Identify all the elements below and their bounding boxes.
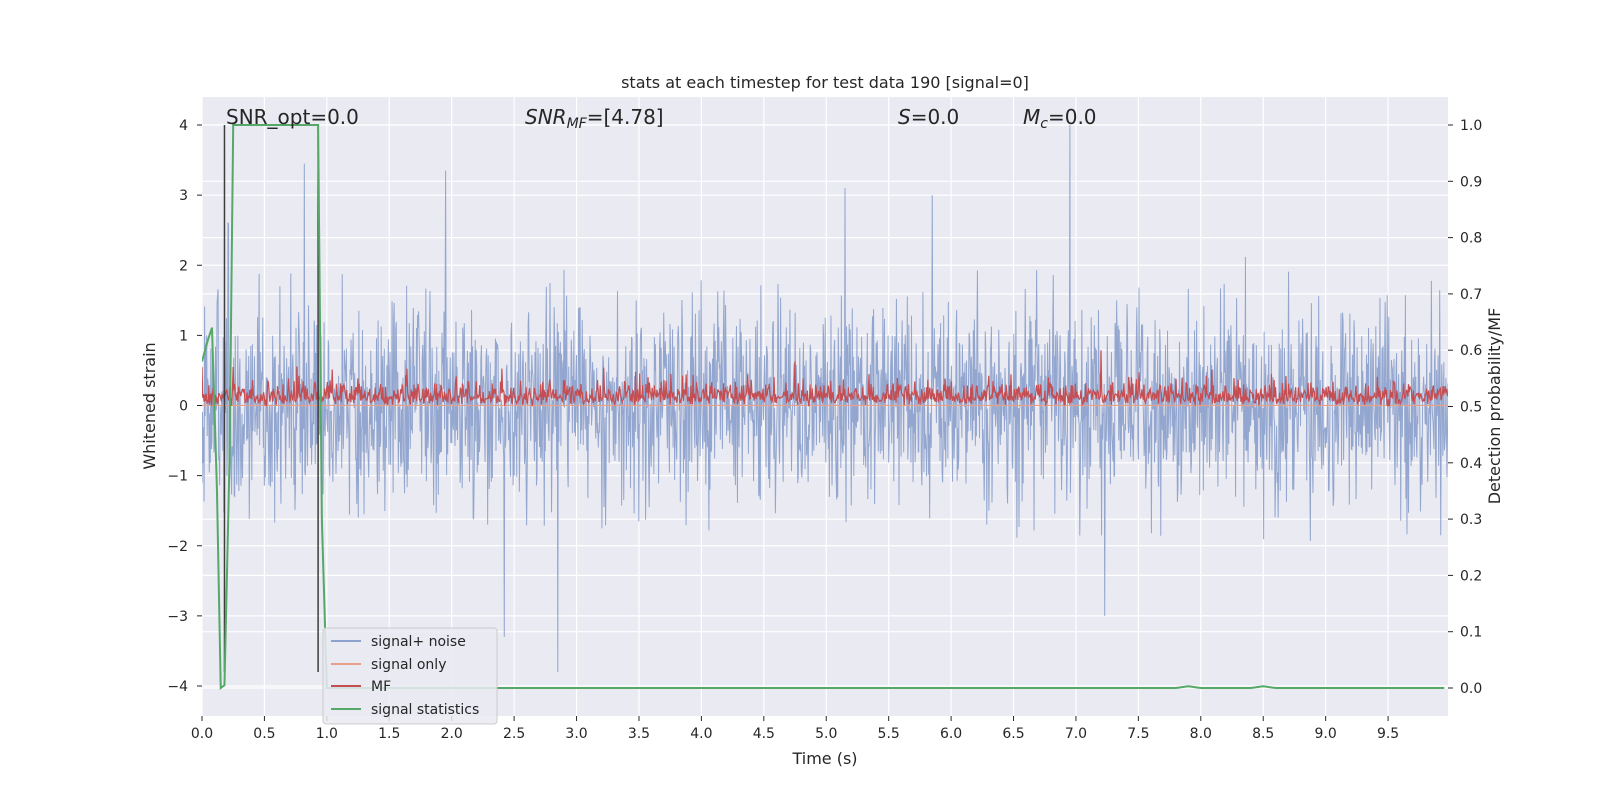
annotation-s-name: S <box>898 105 911 129</box>
annotation-mc: Mc=0.0 <box>1023 105 1097 132</box>
legend-label-signal-statistics: signal statistics <box>371 702 479 718</box>
legend-box <box>322 627 498 725</box>
right-y-tick-label: 0.2 <box>1460 568 1482 584</box>
left-y-axis-ticks: −4 −3 −2 −1 0 1 2 3 4 <box>167 118 202 695</box>
annotation-s-value: =0.0 <box>911 105 960 129</box>
x-tick-label: 9.0 <box>1315 726 1337 742</box>
x-tick-label: 7.5 <box>1127 726 1149 742</box>
annotation-snr-mf-subscript: MF <box>567 116 588 132</box>
annotation-snr-mf: SNRMF=[4.78] <box>525 105 664 132</box>
x-tick-label: 4.5 <box>753 726 775 742</box>
right-y-axis-ticks: 0.0 0.1 0.2 0.3 0.4 0.5 0.6 0.7 0.8 0.9 1.0 <box>1448 118 1482 697</box>
annotation-s: S=0.0 <box>898 105 959 129</box>
legend-label-mf: MF <box>371 679 391 695</box>
x-tick-label: 3.5 <box>628 726 650 742</box>
right-y-tick-label: 0.5 <box>1460 400 1482 416</box>
x-tick-label: 2.5 <box>503 726 525 742</box>
legend-label-signal-plus-noise: signal+ noise <box>371 634 466 650</box>
chart-title: stats at each timestep for test data 190… <box>621 73 1029 92</box>
left-y-tick-label: −3 <box>167 609 188 625</box>
annotation-mc-name: M <box>1023 105 1040 129</box>
x-tick-label: 3.0 <box>565 726 587 742</box>
x-tick-label: 0.0 <box>191 726 213 742</box>
annotation-snr-mf-value: =[4.78] <box>587 105 664 129</box>
right-y-tick-label: 0.4 <box>1460 456 1482 472</box>
x-tick-label: 2.0 <box>441 726 463 742</box>
left-y-tick-label: −4 <box>167 679 188 695</box>
left-y-tick-label: −1 <box>167 469 188 485</box>
left-y-tick-label: 0 <box>179 399 188 415</box>
annotation-mc-value: =0.0 <box>1048 105 1097 129</box>
right-y-tick-label: 0.6 <box>1460 343 1482 359</box>
x-tick-label: 1.0 <box>316 726 338 742</box>
right-y-tick-label: 0.9 <box>1460 174 1482 190</box>
right-y-tick-label: 1.0 <box>1460 118 1482 134</box>
x-tick-label: 8.5 <box>1252 726 1274 742</box>
series-signal-plus-noise <box>202 124 1448 672</box>
x-tick-label: 9.5 <box>1377 726 1399 742</box>
annotation-mc-subscript: c <box>1040 116 1048 132</box>
x-tick-label: 4.0 <box>690 726 712 742</box>
x-tick-label: 6.5 <box>1002 726 1024 742</box>
annotation-snr-opt: SNR_opt=0.0 <box>226 105 359 129</box>
right-y-tick-label: 0.7 <box>1460 287 1482 303</box>
left-y-tick-label: −2 <box>167 539 188 555</box>
x-axis-ticks: 0.0 0.5 1.0 1.5 2.0 2.5 3.0 3.5 4.0 4.5 5.0 5.5 6.0 6… <box>191 716 1399 742</box>
left-y-tick-label: 1 <box>179 328 188 344</box>
x-axis-label: Time (s) <box>791 749 857 768</box>
left-y-tick-label: 4 <box>179 118 188 134</box>
right-y-tick-label: 0.3 <box>1460 512 1482 528</box>
x-tick-label: 0.5 <box>253 726 275 742</box>
right-y-tick-label: 0.8 <box>1460 231 1482 247</box>
series-mf <box>202 350 1448 408</box>
right-y-axis-label: Detection probability/MF <box>1485 308 1504 505</box>
x-tick-label: 7.0 <box>1065 726 1087 742</box>
annotation-snr-mf-name: SNR <box>525 105 567 129</box>
legend: signal+ noise signal only MF signal stat… <box>322 627 498 725</box>
x-tick-label: 8.0 <box>1190 726 1212 742</box>
x-tick-label: 5.0 <box>815 726 837 742</box>
x-tick-label: 1.5 <box>378 726 400 742</box>
left-y-axis-label: Whitened strain <box>140 342 159 469</box>
series-signal-statistics <box>202 124 1445 690</box>
x-tick-label: 6.0 <box>940 726 962 742</box>
right-y-tick-label: 0.1 <box>1460 625 1482 641</box>
left-y-tick-label: 3 <box>179 188 188 204</box>
legend-label-signal-only: signal only <box>371 657 446 673</box>
x-tick-label: 5.5 <box>878 726 900 742</box>
right-y-tick-label: 0.0 <box>1460 681 1482 697</box>
left-y-tick-label: 2 <box>179 258 188 274</box>
